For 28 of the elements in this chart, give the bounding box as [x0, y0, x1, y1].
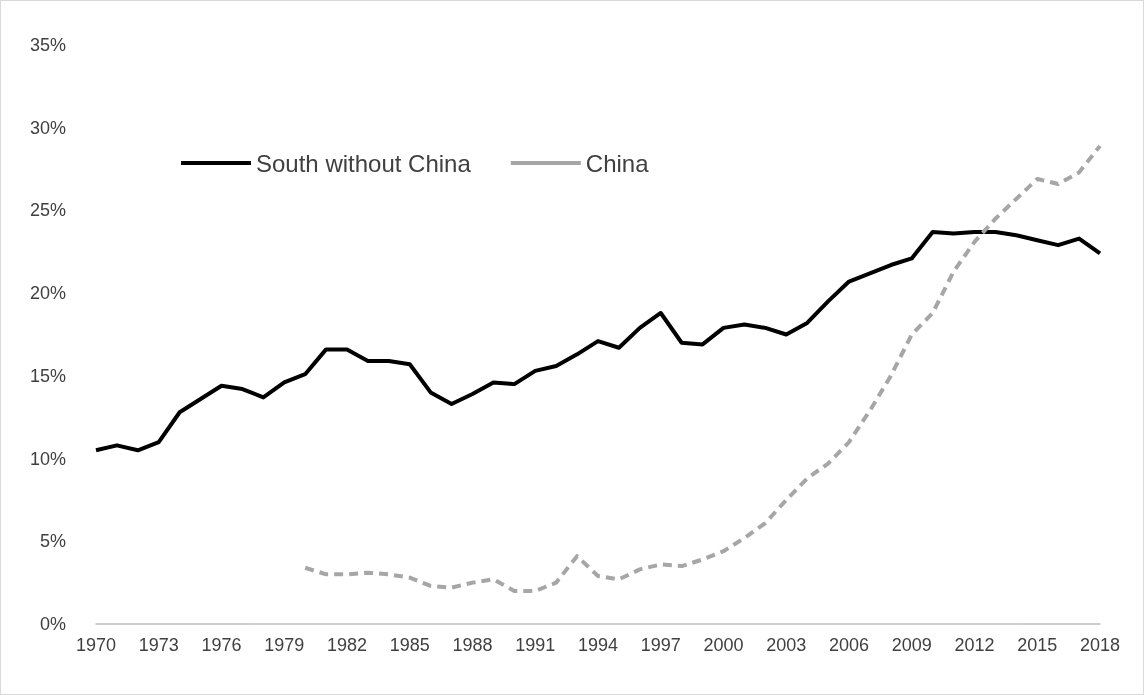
- x-tick-label: 2006: [828, 635, 870, 655]
- y-tick-label: 20%: [29, 283, 66, 304]
- y-tick-label: 15%: [29, 365, 66, 386]
- line-series: [94, 229, 1102, 453]
- x-tick-label: 1994: [577, 635, 619, 655]
- x-tick-label: 2000: [703, 635, 744, 655]
- x-tick-label: 2009: [891, 635, 932, 655]
- x-tick-label: 2003: [766, 635, 807, 655]
- x-tick-label: 1997: [640, 635, 681, 655]
- legend-label: China: [585, 149, 650, 177]
- x-tick-label: 1979: [264, 635, 305, 655]
- x-tick-label: 2012: [954, 635, 995, 655]
- y-tick-label: 35%: [29, 35, 66, 55]
- y-tick-label: 10%: [29, 448, 66, 469]
- x-tick-label: 2018: [1079, 635, 1121, 655]
- x-tick-label: 1970: [75, 635, 117, 655]
- x-tick-label: 1976: [201, 635, 242, 655]
- y-tick-label: 25%: [29, 200, 66, 221]
- x-tick-label: 1988: [452, 635, 493, 655]
- x-tick-label: 1991: [515, 635, 556, 655]
- y-tick-label: 30%: [29, 117, 66, 138]
- y-tick-label: 5%: [39, 531, 66, 552]
- x-tick-label: 1985: [389, 635, 430, 655]
- x-tick-label: 1973: [138, 635, 179, 655]
- y-tick-label: 0%: [39, 614, 66, 634]
- x-tick-label: 2015: [1017, 635, 1058, 655]
- legend-label: South without China: [256, 149, 472, 177]
- x-tick-label: 1982: [326, 635, 368, 655]
